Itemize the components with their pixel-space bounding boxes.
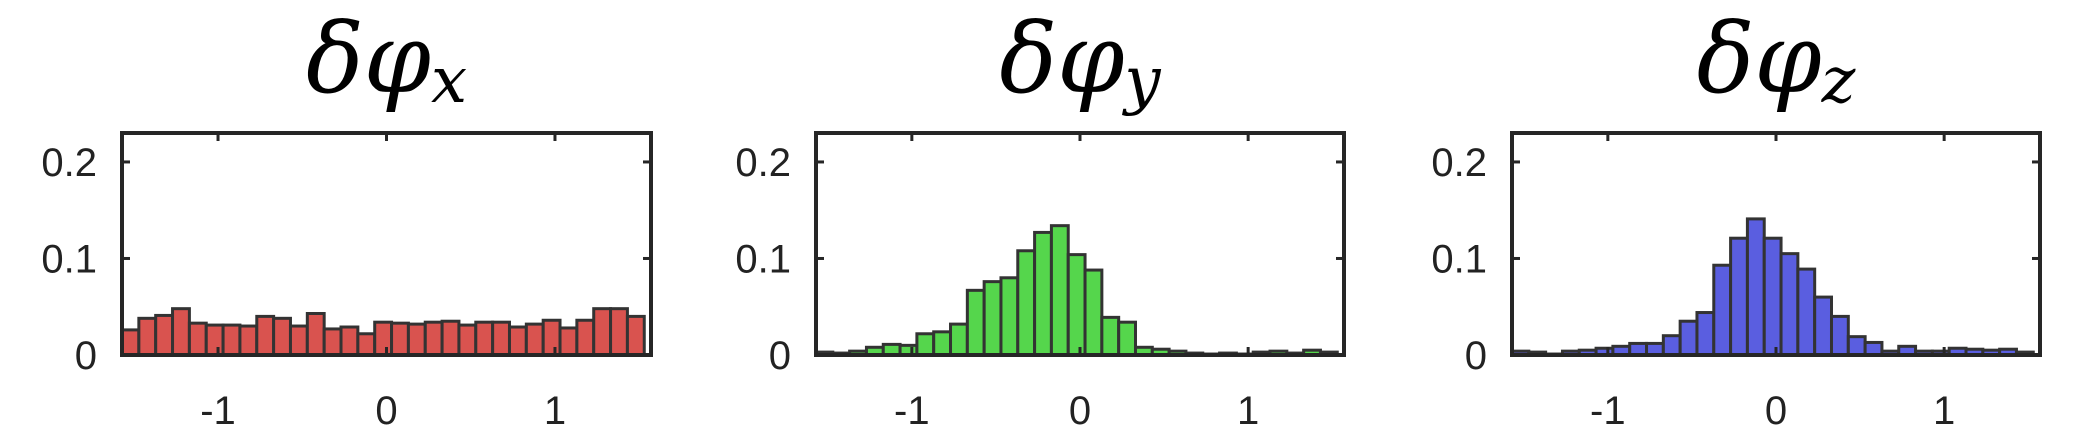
histogram-bar	[322, 327, 343, 357]
histogram-bar	[272, 316, 292, 357]
histogram-bar	[1695, 311, 1716, 357]
x-tick-label: 0	[1069, 389, 1091, 433]
x-tick-label: 0	[1765, 389, 1787, 433]
histogram-bar	[288, 324, 309, 357]
histogram-bar	[965, 288, 986, 357]
histogram-bar	[390, 321, 410, 357]
histogram-bar	[406, 322, 427, 357]
y-tick-label: 0	[769, 334, 791, 378]
x-tick-label: 0	[375, 389, 397, 433]
y-tick-label: 0	[75, 334, 97, 378]
histogram-bar	[541, 318, 562, 357]
x-tick-label: -1	[200, 389, 236, 433]
histogram-bar	[137, 316, 158, 357]
histogram-bar	[1729, 236, 1749, 357]
histogram-bar	[1779, 252, 1800, 357]
histogram-bar	[1712, 263, 1733, 357]
histogram-bar	[339, 325, 360, 357]
histogram-bar	[1100, 315, 1121, 357]
histogram-bar	[1117, 320, 1138, 357]
histogram-bar	[1033, 230, 1053, 357]
histogram-bar	[373, 320, 394, 357]
histogram-bar	[982, 280, 1003, 357]
histogram-bar	[1066, 253, 1087, 357]
histogram-bar	[491, 320, 511, 357]
chart-title: δφx	[306, 3, 467, 118]
x-tick-label: 1	[544, 389, 566, 433]
panel-2: -1 0 1 0 0.1 0.2 δφy	[735, 3, 1346, 433]
histogram-bar	[154, 313, 175, 357]
histogram-bar	[1678, 319, 1699, 357]
panel-1: -1 0 1 0 0.1 0.2 δφx	[41, 3, 653, 433]
y-tick-label: 0.1	[1431, 237, 1487, 281]
histogram-bar	[440, 319, 461, 357]
histogram-bar	[204, 323, 225, 357]
histogram-bar	[221, 323, 242, 357]
histogram-bar	[932, 330, 953, 357]
histogram-bar	[187, 321, 208, 357]
histogram-bar	[255, 314, 276, 357]
histogram-bar	[999, 276, 1020, 357]
histogram-bar	[575, 318, 596, 357]
histogram-bar	[238, 324, 259, 357]
histogram-bar	[609, 307, 629, 357]
chart-title: δφy	[999, 3, 1161, 118]
histogram-bar	[356, 332, 377, 357]
histogram-bar	[1049, 224, 1070, 357]
histogram-bar	[915, 332, 936, 357]
y-tick-label: 0.2	[1431, 141, 1487, 185]
y-tick-label: 0.1	[41, 237, 97, 281]
histogram-bar	[457, 323, 478, 357]
histogram-bar	[1016, 249, 1037, 357]
y-tick-label: 0.2	[41, 141, 97, 185]
histogram-bar	[1796, 267, 1817, 357]
histogram-bar	[1846, 335, 1867, 357]
y-tick-label: 0.2	[735, 141, 791, 185]
histogram-bar	[507, 325, 528, 357]
histogram-bar	[1813, 295, 1834, 357]
histogram-bar	[474, 320, 495, 357]
histogram-bar	[524, 322, 545, 357]
histogram-bar	[1745, 217, 1766, 357]
x-tick-label: 1	[1933, 389, 1955, 433]
y-tick-label: 0.1	[735, 237, 791, 281]
histogram-bar	[171, 307, 191, 357]
histogram-bar	[1661, 334, 1682, 357]
panel-3: -1 0 1 0 0.1 0.2 δφz	[1431, 3, 2042, 433]
chart-title: δφz	[1697, 3, 1857, 118]
histogram-bar	[1083, 268, 1104, 357]
x-tick-label: 1	[1237, 389, 1259, 433]
histogram-bar	[592, 307, 613, 357]
histogram-bar	[423, 320, 444, 357]
histogram-bar	[1762, 236, 1783, 357]
x-tick-label: -1	[894, 389, 930, 433]
histogram-bar	[1829, 314, 1850, 357]
histogram-bar	[120, 328, 141, 357]
histogram-bar	[625, 314, 646, 357]
y-tick-label: 0	[1465, 334, 1487, 378]
histogram-bar	[305, 312, 326, 357]
x-tick-label: -1	[1590, 389, 1626, 433]
histogram-bar	[949, 322, 969, 357]
histogram-bar	[558, 326, 579, 357]
